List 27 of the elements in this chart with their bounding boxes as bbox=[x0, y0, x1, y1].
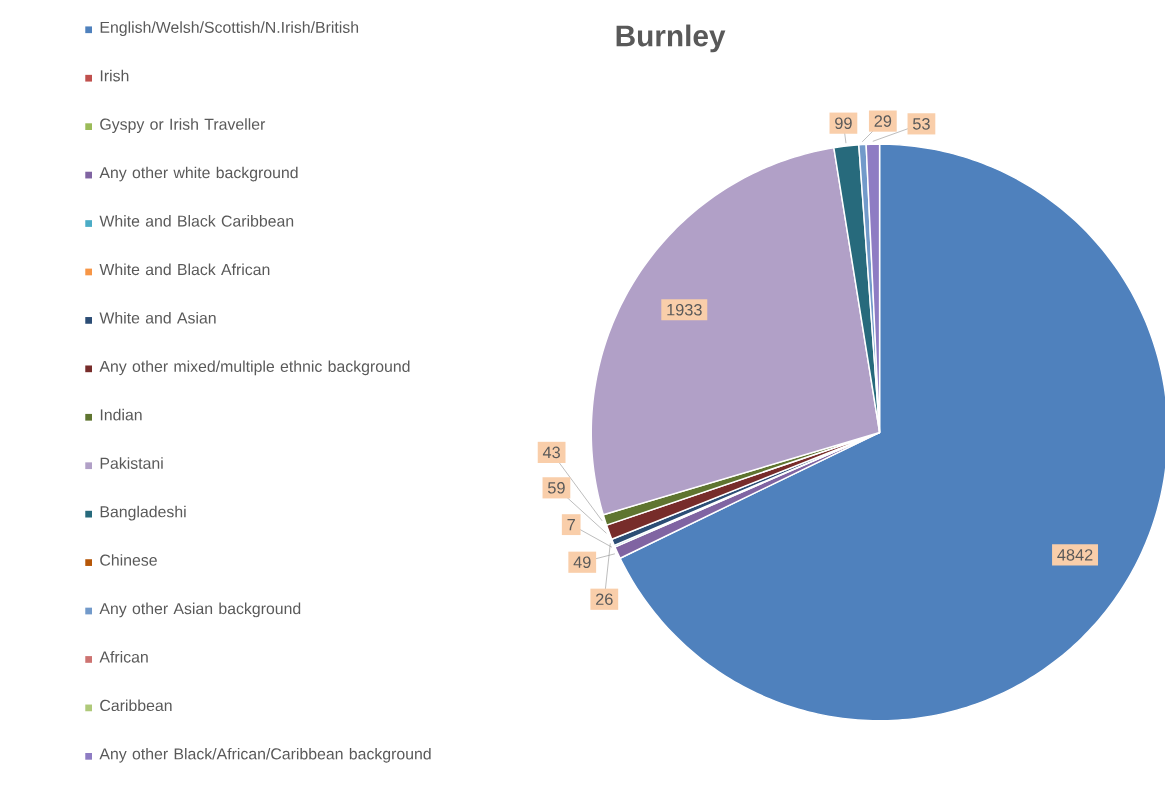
legend-label: White and Black Caribbean bbox=[99, 215, 294, 227]
legend-label: Any other Black/African/Caribbean background bbox=[99, 747, 431, 763]
legend-label: White and Black African bbox=[99, 263, 270, 276]
legend-label: Any other white background bbox=[99, 166, 298, 182]
data-label: 29 bbox=[874, 115, 892, 127]
legend-label: Any other Asian background bbox=[99, 602, 301, 618]
data-label: 26 bbox=[596, 593, 613, 605]
legend-label: Gyspy or Irish Traveller bbox=[100, 118, 266, 133]
legend-label: Caribbean bbox=[100, 699, 172, 712]
legend-label: Pakistani bbox=[100, 457, 163, 469]
legend-label: Bangladeshi bbox=[100, 505, 186, 521]
data-label: 7 bbox=[567, 518, 575, 531]
data-label: 53 bbox=[912, 118, 930, 130]
legend-label: White and Asian bbox=[99, 311, 216, 324]
data-label: 1933 bbox=[667, 303, 702, 316]
data-label: 59 bbox=[547, 481, 565, 494]
data-label: 49 bbox=[573, 556, 591, 568]
data-label: 43 bbox=[542, 446, 560, 459]
legend-label: Chinese bbox=[100, 554, 157, 566]
data-label: 4842 bbox=[1057, 549, 1093, 561]
legend-label: African bbox=[99, 650, 148, 663]
chart-title: Burnley bbox=[616, 24, 726, 53]
legend-label: Any other mixed/multiple ethnic background bbox=[99, 360, 410, 376]
legend-label: English/Welsh/Scottish/N.Irish/British bbox=[100, 21, 359, 37]
legend-label: Irish bbox=[100, 69, 129, 82]
legend-label: Indian bbox=[100, 408, 142, 421]
data-label: 99 bbox=[835, 117, 852, 129]
